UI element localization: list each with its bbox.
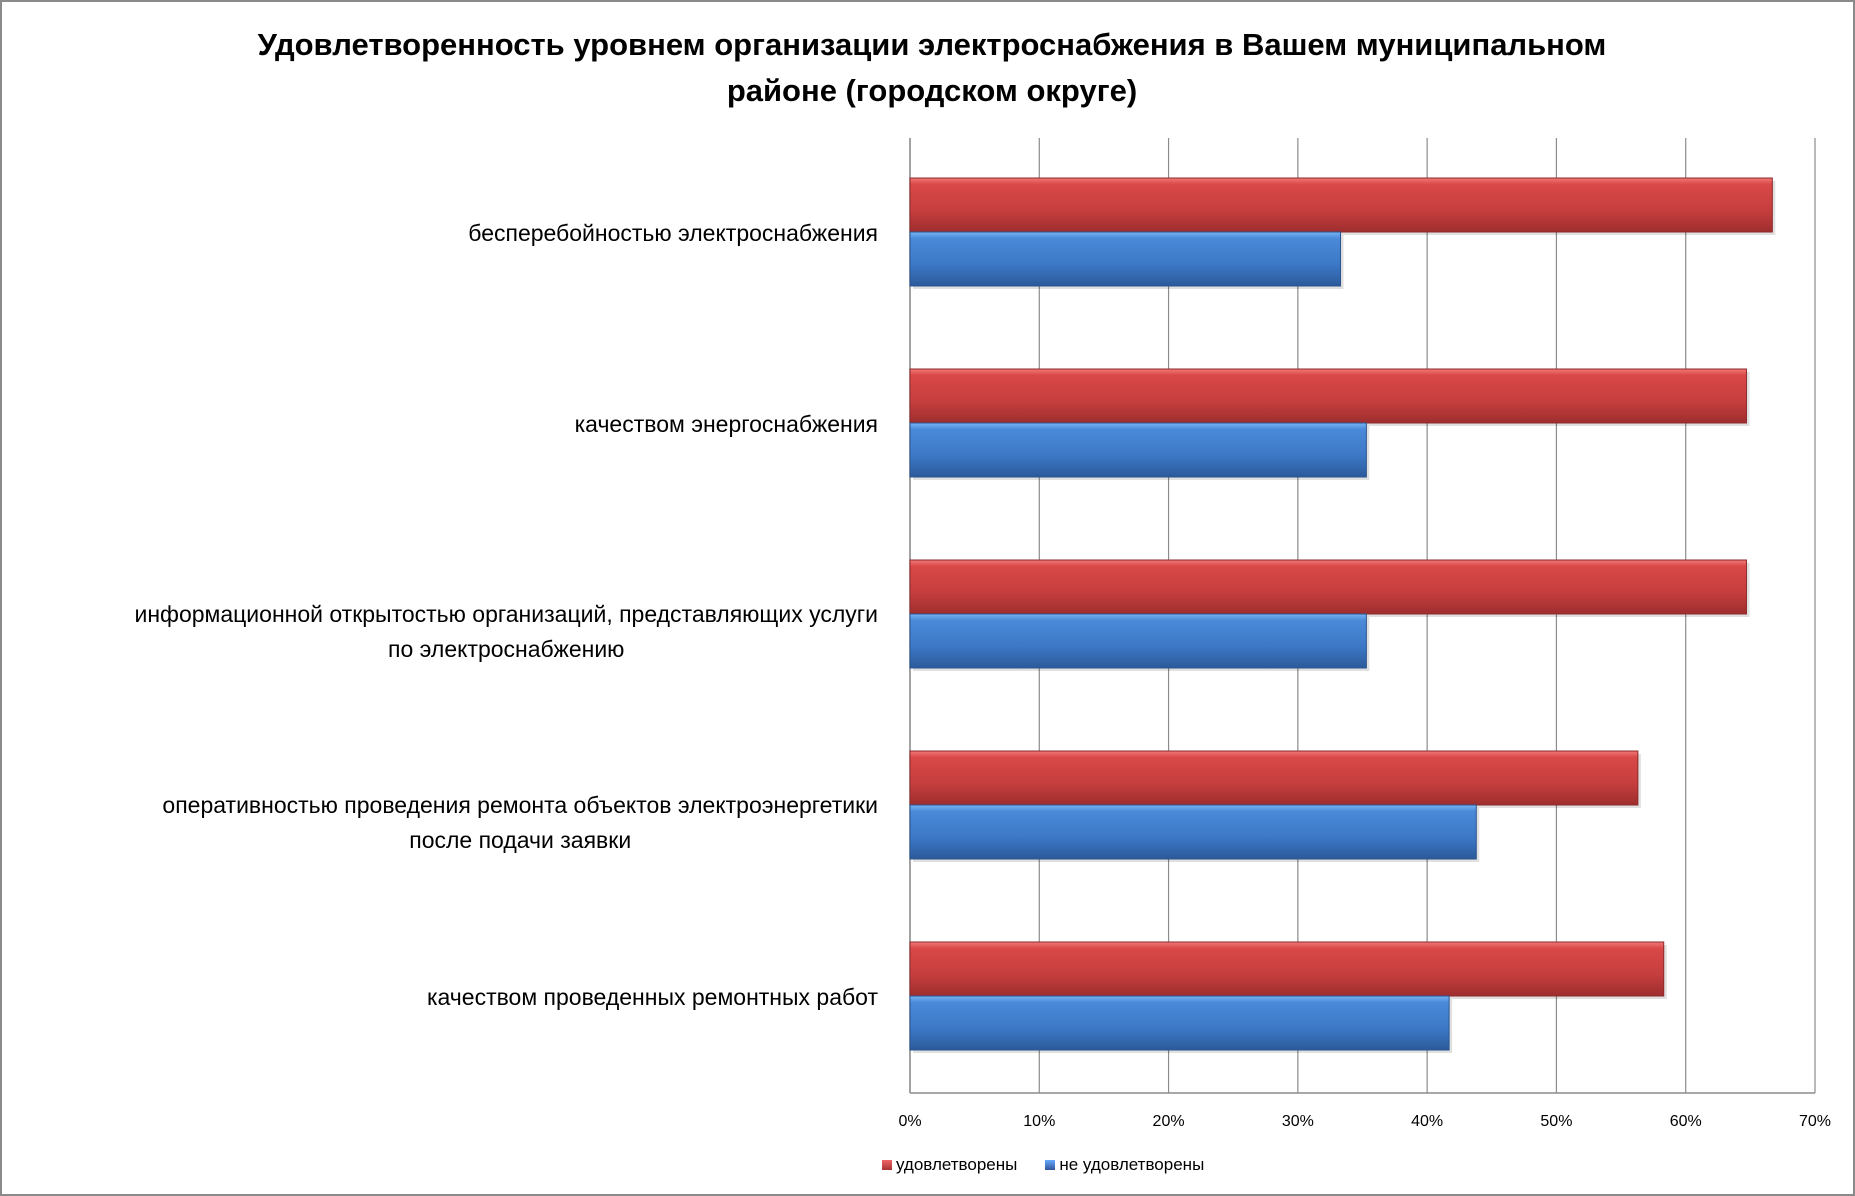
category-label-line: качеством проведенных ремонтных работ bbox=[426, 983, 878, 1010]
legend-item-satisfied[interactable]: удовлетворены bbox=[882, 1155, 1017, 1175]
x-tick-label: 70% bbox=[1799, 1113, 1831, 1130]
legend-swatch-red bbox=[882, 1160, 892, 1170]
bar-not-satisfied bbox=[909, 613, 1367, 669]
category-label-text: оперативностью проведения ремонта объект… bbox=[162, 788, 878, 858]
bar-not-satisfied bbox=[909, 231, 1342, 287]
x-tick-label: 10% bbox=[1023, 1113, 1055, 1130]
category-label-text: качеством проведенных ремонтных работ bbox=[427, 980, 878, 1015]
x-tick-label: 20% bbox=[1153, 1113, 1185, 1130]
category-label: качеством проведенных ремонтных работ bbox=[2, 980, 878, 1015]
category-label-text: бесперебойностью электроснабжения bbox=[468, 216, 878, 251]
category-label: оперативностью проведения ремонта объект… bbox=[2, 788, 878, 858]
x-tick-label: 50% bbox=[1540, 1113, 1572, 1130]
category-label: качеством энергоснабжения bbox=[2, 407, 878, 442]
chart-title: Удовлетворенность уровнем организации эл… bbox=[152, 22, 1712, 114]
bar-not-satisfied bbox=[909, 804, 1477, 860]
category-label-line: информационной открытостью организаций, … bbox=[134, 601, 878, 627]
category-label-line: качеством энергоснабжения bbox=[574, 410, 878, 437]
category-label: бесперебойностью электроснабжения bbox=[2, 216, 878, 251]
x-tick-label: 30% bbox=[1282, 1113, 1314, 1130]
chart-title-line-1: Удовлетворенность уровнем организации эл… bbox=[257, 27, 1607, 62]
legend-item-not-satisfied[interactable]: не удовлетворены bbox=[1045, 1155, 1204, 1175]
category-label-text: информационной открытостью организаций, … bbox=[134, 597, 878, 667]
bar-satisfied bbox=[909, 368, 1747, 424]
bar-satisfied bbox=[909, 177, 1773, 233]
legend-label: не удовлетворены bbox=[1059, 1155, 1205, 1174]
bar-not-satisfied bbox=[909, 422, 1367, 478]
bar-satisfied bbox=[909, 750, 1639, 806]
category-label-text: качеством энергоснабжения bbox=[575, 407, 878, 442]
legend: удовлетворены не удовлетворены bbox=[882, 1155, 1204, 1175]
bar-satisfied bbox=[909, 941, 1665, 997]
x-tick-label: 40% bbox=[1411, 1113, 1443, 1130]
bar-not-satisfied bbox=[909, 995, 1450, 1051]
bar-satisfied bbox=[909, 559, 1747, 615]
category-label-line: бесперебойностью электроснабжения bbox=[468, 219, 878, 246]
x-tick-label: 0% bbox=[898, 1113, 921, 1130]
category-label-line: по электроснабжению bbox=[388, 636, 625, 662]
legend-swatch-blue bbox=[1045, 1160, 1056, 1170]
x-tick-label: 60% bbox=[1670, 1113, 1702, 1130]
chart-title-line-2: районе (городском округе) bbox=[726, 73, 1138, 108]
category-label-line: после подачи заявки bbox=[409, 827, 632, 853]
category-label-line: оперативностью проведения ремонта объект… bbox=[162, 792, 878, 818]
legend-label: удовлетворены bbox=[896, 1155, 1018, 1174]
category-label: информационной открытостью организаций, … bbox=[2, 597, 878, 667]
